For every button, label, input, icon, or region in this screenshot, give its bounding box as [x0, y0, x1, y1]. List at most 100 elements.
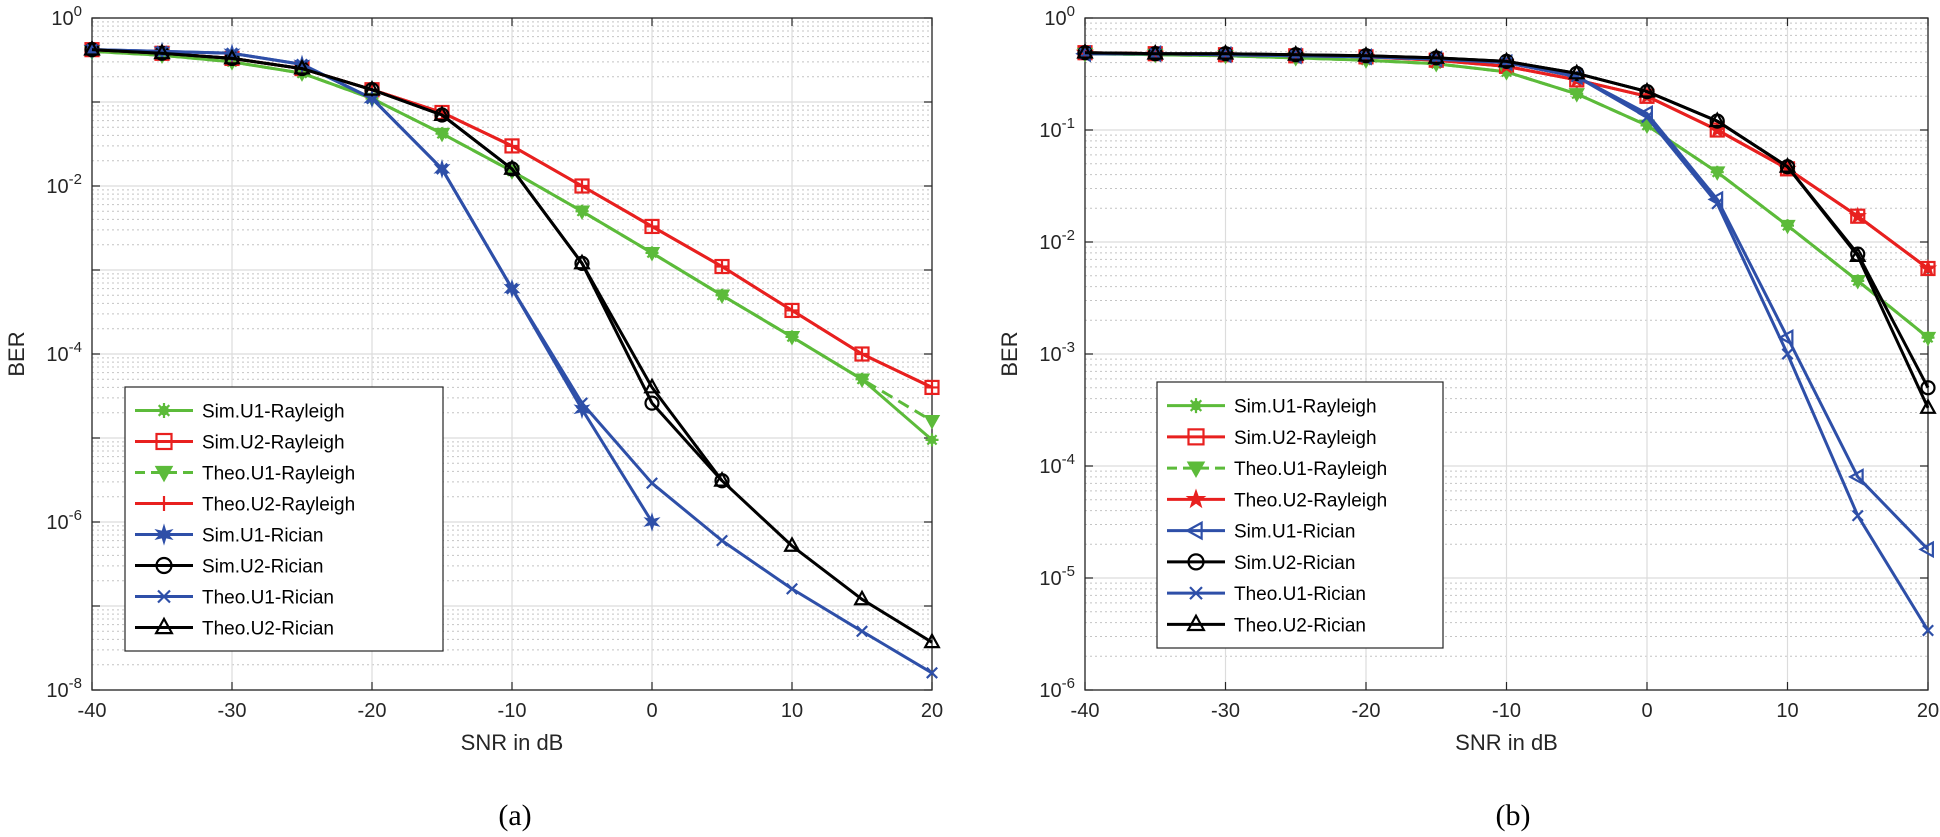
x-tick-label: 20 [921, 700, 943, 722]
y-tick-label: 10-6 [46, 507, 82, 534]
x-tick-label: 10 [781, 700, 803, 722]
data-point [785, 303, 799, 317]
legend-marker [1186, 613, 1206, 632]
data-point [1851, 509, 1864, 522]
data-point [645, 219, 659, 233]
data-point [1427, 48, 1445, 64]
data-point [1849, 246, 1867, 262]
legend-marker [1187, 553, 1205, 571]
data-point [1918, 258, 1938, 277]
data-point [925, 433, 939, 447]
legend-item: Theo.U2-Rayleigh [1167, 488, 1387, 511]
legend-label: Sim.U1-Rician [1234, 522, 1355, 543]
data-point [293, 58, 311, 75]
data-point [1779, 219, 1796, 235]
legend-marker [1188, 398, 1204, 414]
legend-marker [157, 589, 171, 604]
legend-item: Theo.U2-Rayleigh [135, 495, 355, 516]
data-point [644, 395, 660, 411]
data-point [573, 205, 591, 220]
x-axis-label: SNR in dB [461, 730, 564, 755]
legend-item: Theo.U1-Rayleigh [1167, 459, 1387, 480]
legend-label: Sim.U1-Rayleigh [202, 402, 345, 423]
data-point [713, 289, 731, 304]
data-point [1146, 43, 1164, 60]
legend-marker [154, 616, 174, 635]
data-point [1920, 380, 1936, 396]
data-point [573, 253, 591, 270]
x-tick-label: 20 [1917, 700, 1939, 722]
x-axis-label: SNR in dB [1455, 730, 1558, 755]
data-point [576, 397, 588, 410]
x-tick-label: -40 [78, 700, 107, 722]
y-tick-label: 10-2 [1039, 227, 1075, 254]
x-tick-label: -10 [1492, 700, 1521, 722]
x-tick-label: -20 [1352, 700, 1381, 722]
data-point [1711, 197, 1724, 210]
data-point [923, 415, 941, 430]
legend-item: Sim.U2-Rician [1167, 553, 1355, 574]
legend: Sim.U1-Rayleigh Sim.U2-Rayleigh Theo.U1-Ra… [1156, 381, 1444, 649]
data-point [436, 162, 448, 175]
legend-item: Theo.U2-Rician [135, 616, 334, 640]
x-tick-label: -20 [358, 700, 387, 722]
data-point [1709, 166, 1726, 181]
legend-item: Sim.U2-Rayleigh [135, 433, 345, 454]
legend: Sim.U1-Rayleigh Sim.U2-Rayleigh Theo.U1-Ra… [124, 386, 444, 652]
data-point [1497, 51, 1516, 68]
data-point [855, 347, 869, 361]
legend-marker [154, 523, 174, 546]
data-point [1641, 111, 1653, 124]
series-line [91, 48, 933, 644]
x-axis: -40 -30 -20 -10 0 10 20 [1071, 18, 1939, 722]
data-point [83, 39, 101, 56]
x-tick-label: -30 [1211, 700, 1240, 722]
legend-label: Theo.U2-Rayleigh [1234, 490, 1387, 511]
series-line [1084, 51, 1930, 409]
legend-item: Theo.U1-Rayleigh [135, 464, 355, 485]
x-tick-label: 0 [646, 700, 657, 722]
legend-label: Sim.U1-Rician [202, 526, 323, 547]
panel-a: -40 -30 -20 -10 0 10 20 100 10-2 10-4 10-6 10-8 SNR … [4, 3, 943, 755]
legend-item: Sim.U1-Rayleigh [1167, 397, 1377, 418]
data-point [646, 477, 658, 490]
data-point [1778, 156, 1797, 173]
legend-item: Theo.U2-Rician [1167, 613, 1366, 636]
legend-label: Theo.U1-Rayleigh [202, 464, 355, 485]
data-point [1919, 331, 1937, 347]
legend-item: Sim.U2-Rayleigh [1167, 428, 1377, 449]
caption-b: (b) [1496, 799, 1531, 832]
data-point [503, 159, 521, 175]
legend-item: Theo.U1-Rician [135, 588, 334, 609]
y-tick-label: 100 [51, 3, 82, 30]
series-Theo.U2-Rician [83, 39, 941, 649]
data-point [716, 534, 728, 547]
legend-marker [1185, 520, 1203, 541]
data-point [783, 536, 801, 552]
legend-label: Sim.U2-Rayleigh [1234, 428, 1377, 449]
legend-marker [156, 403, 172, 418]
data-point [1708, 120, 1727, 138]
legend-marker [1189, 586, 1203, 600]
data-point [643, 377, 661, 394]
legend-item: Theo.U1-Rician [1167, 584, 1366, 605]
data-point [1922, 624, 1934, 637]
data-point [715, 260, 729, 274]
data-point [363, 79, 381, 96]
legend-box [124, 386, 444, 652]
data-point [1568, 63, 1586, 80]
legend-label: Sim.U2-Rician [202, 557, 323, 578]
data-point [223, 48, 241, 65]
series-group [1075, 42, 1938, 637]
data-point [643, 247, 661, 262]
y-axis-label: BER [4, 331, 29, 376]
y-tick-label: 10-4 [1039, 451, 1075, 478]
y-tick-label: 10-5 [1039, 563, 1075, 590]
panel-b: -40 -30 -20 -10 0 10 20 100 10-1 10-2 10-3 10-4 10-5… [997, 3, 1939, 755]
legend-label: Theo.U2-Rician [202, 619, 334, 640]
data-point [786, 582, 798, 595]
legend-label: Theo.U2-Rayleigh [202, 495, 355, 516]
series-Theo.U2-Rician [1076, 42, 1937, 414]
legend-box [1156, 381, 1444, 649]
